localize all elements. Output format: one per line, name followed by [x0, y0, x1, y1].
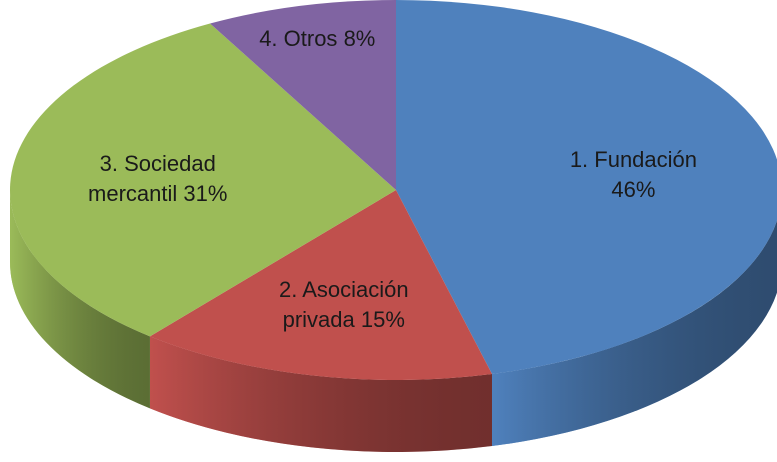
label-category: 2. Asociación privada: [278, 276, 409, 332]
label-category: 1. Fundación: [569, 147, 698, 173]
data-label: 1. Fundación 46%: [548, 145, 718, 205]
slice: [210, 0, 396, 190]
label-category: 4. Otros: [259, 26, 338, 52]
label-value: 15%: [360, 306, 405, 332]
slice: [9, 23, 396, 337]
label-value: 8%: [343, 26, 376, 52]
data-label: 3. Sociedad mercantil 31%: [73, 149, 243, 209]
data-label: 2. Asociación privada 15%: [259, 275, 429, 335]
slice: [396, 0, 777, 375]
label-value: 31%: [183, 180, 228, 206]
data-label: 4. Otros 8%: [232, 24, 402, 54]
slice-side-shade: [10, 190, 150, 409]
label-value: 46%: [611, 177, 656, 203]
slice-side-shade: [491, 220, 777, 447]
label-category: 3. Sociedad mercantil: [88, 150, 216, 206]
slice: [149, 190, 492, 380]
slice-side-shade: [149, 336, 492, 453]
